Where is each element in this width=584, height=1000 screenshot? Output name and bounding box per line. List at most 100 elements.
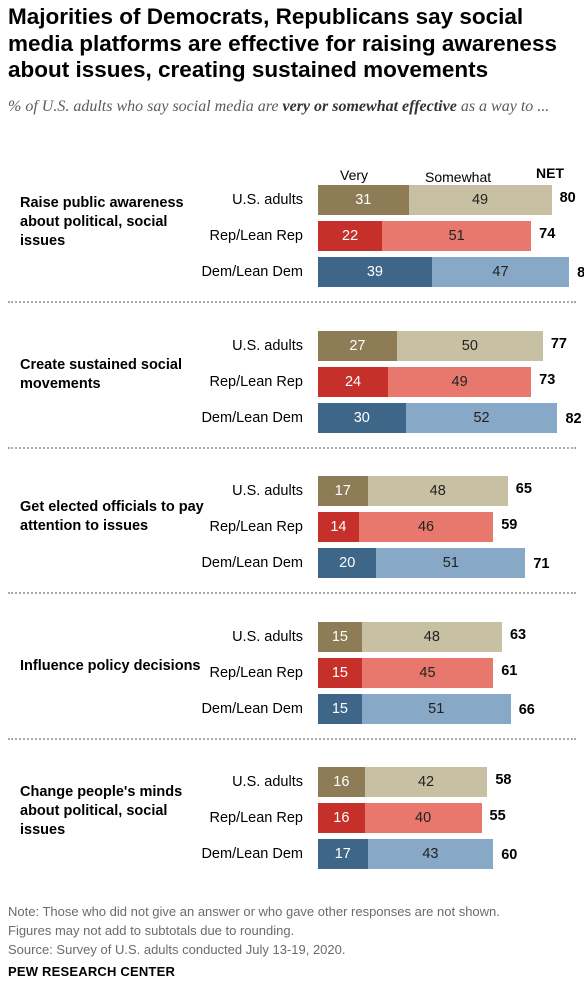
bar-segment-somewhat bbox=[388, 366, 532, 397]
bar-segment-somewhat bbox=[358, 512, 494, 542]
net-label: 77 bbox=[550, 335, 567, 352]
bar-segment-very bbox=[318, 257, 432, 287]
group-label: Change people's minds about political, s… bbox=[20, 784, 183, 838]
row-label: U.S. adults bbox=[232, 774, 303, 790]
data-label-somewhat: 48 bbox=[429, 483, 446, 499]
group-label: Create sustained social movements bbox=[20, 357, 182, 392]
net-label: 73 bbox=[539, 371, 556, 388]
data-label-very: 24 bbox=[344, 373, 362, 390]
stacked-bar: 15 48 bbox=[318, 621, 502, 652]
group-label: Raise public awareness about political, … bbox=[20, 195, 184, 249]
data-label-very: 15 bbox=[331, 628, 348, 645]
row-label: U.S. adults bbox=[232, 483, 303, 499]
data-label-very: 15 bbox=[331, 664, 348, 681]
data-label-very: 31 bbox=[355, 192, 372, 208]
data-label-somewhat: 43 bbox=[422, 846, 439, 862]
net-label: 60 bbox=[501, 847, 518, 863]
bar-segment-somewhat bbox=[396, 330, 543, 361]
legend-somewhat: Somewhat bbox=[425, 169, 492, 185]
bar-segment-very bbox=[318, 330, 397, 361]
source-organization: PEW RESEARCH CENTER bbox=[8, 964, 176, 979]
data-label-very: 15 bbox=[331, 700, 348, 717]
subtitle-emphasis: very or somewhat effective bbox=[282, 98, 457, 115]
data-label-somewhat: 48 bbox=[423, 628, 440, 645]
data-label-somewhat: 49 bbox=[471, 192, 489, 208]
row-label: U.S. adults bbox=[232, 628, 303, 645]
data-label-somewhat: 51 bbox=[428, 700, 445, 717]
data-label-very: 30 bbox=[353, 409, 370, 426]
net-label: 55 bbox=[489, 808, 506, 824]
data-label-somewhat: 46 bbox=[417, 519, 435, 535]
bar-segment-very bbox=[318, 402, 406, 433]
data-label-somewhat: 42 bbox=[417, 774, 435, 790]
bar-segment-very bbox=[318, 803, 365, 833]
stacked-bar: 17 43 bbox=[318, 839, 494, 869]
stacked-bar: 16 40 bbox=[318, 803, 482, 833]
data-label-very: 22 bbox=[342, 228, 359, 244]
data-label-somewhat: 45 bbox=[419, 664, 436, 681]
data-label-somewhat: 52 bbox=[473, 409, 490, 426]
note-line: Note: Those who did not give an answer o… bbox=[8, 904, 500, 919]
data-label-very: 17 bbox=[334, 846, 351, 862]
row-label: U.S. adults bbox=[232, 337, 303, 354]
stacked-bar: 22 51 bbox=[318, 221, 532, 251]
bar-segment-somewhat bbox=[361, 657, 494, 688]
row-label: Rep/Lean Rep bbox=[209, 664, 303, 681]
chart-title: Majorities of Democrats, Republicans say… bbox=[8, 4, 557, 82]
row-label: Dem/Lean Dem bbox=[201, 264, 303, 280]
legend-very: Very bbox=[340, 167, 369, 183]
net-label: 74 bbox=[539, 226, 556, 242]
bar-segment-very bbox=[318, 767, 365, 797]
net-label: 80 bbox=[559, 190, 576, 206]
bar-segment-somewhat bbox=[408, 185, 552, 215]
data-label-somewhat: 50 bbox=[461, 337, 478, 354]
data-label-somewhat: 40 bbox=[415, 810, 432, 826]
stacked-bar: 39 47 bbox=[318, 257, 570, 287]
bar-segment-somewhat bbox=[367, 476, 508, 506]
stacked-bar: 17 48 bbox=[318, 476, 508, 506]
group-divider bbox=[8, 737, 576, 740]
group-divider bbox=[8, 592, 576, 594]
chart-subtitle: % of U.S. adults who say social media ar… bbox=[8, 95, 578, 118]
bar-segment-very bbox=[318, 476, 368, 506]
bar-segment-very bbox=[318, 693, 362, 724]
group-divider bbox=[8, 301, 576, 303]
data-label-somewhat: 51 bbox=[442, 555, 459, 571]
data-label-very: 16 bbox=[333, 774, 350, 790]
bar-segment-somewhat bbox=[367, 839, 494, 869]
data-label-somewhat: 51 bbox=[448, 228, 465, 244]
stacked-bar: 24 49 bbox=[318, 366, 532, 397]
net-label: 61 bbox=[501, 662, 518, 679]
net-label: 63 bbox=[509, 626, 527, 643]
row-label: Rep/Lean Rep bbox=[209, 373, 303, 390]
row-label: Rep/Lean Rep bbox=[209, 519, 303, 535]
subtitle-suffix: as a way to ... bbox=[456, 98, 550, 115]
note-line: Figures may not add to subtotals due to … bbox=[8, 923, 295, 938]
source-line: Source: Survey of U.S. adults conducted … bbox=[8, 942, 346, 957]
bar-segment-very bbox=[318, 185, 409, 215]
row-label: Dem/Lean Dem bbox=[201, 409, 303, 426]
net-label: 71 bbox=[533, 556, 550, 572]
row-label: U.S. adults bbox=[232, 192, 303, 208]
data-label-somewhat: 49 bbox=[451, 373, 468, 390]
bar-segment-very bbox=[318, 512, 359, 542]
chart-notes: Note: Those who did not give an answer o… bbox=[8, 902, 578, 959]
row-label: Rep/Lean Rep bbox=[209, 810, 303, 826]
bar-segment-somewhat bbox=[376, 548, 526, 578]
net-label: 59 bbox=[501, 517, 518, 533]
bar-segment-somewhat bbox=[382, 221, 532, 251]
group-divider bbox=[8, 446, 576, 449]
data-label-very: 20 bbox=[339, 555, 356, 571]
bar-segment-very bbox=[318, 839, 368, 869]
data-label-somewhat: 47 bbox=[492, 264, 509, 280]
net-label: 86 bbox=[577, 265, 584, 281]
stacked-bar: 14 46 bbox=[318, 512, 494, 542]
bar-segment-somewhat bbox=[361, 693, 511, 724]
bar-segment-very bbox=[318, 548, 377, 578]
group-label: Influence policy decisions bbox=[20, 658, 201, 674]
stacked-bar: 30 52 bbox=[318, 402, 558, 433]
stacked-bar: 15 45 bbox=[318, 657, 494, 688]
net-label: 66 bbox=[518, 701, 535, 718]
stacked-bar: 20 51 bbox=[318, 548, 526, 578]
subtitle-prefix: % of U.S. adults who say social media ar… bbox=[8, 98, 283, 115]
